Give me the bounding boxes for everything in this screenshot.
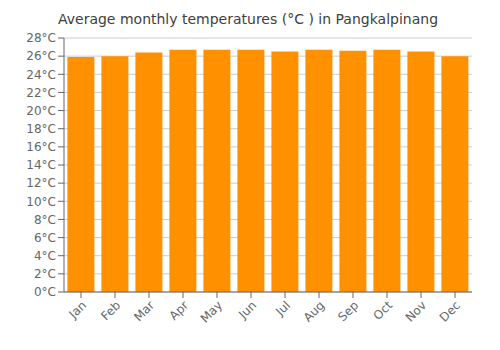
- svg-text:18°C: 18°C: [26, 122, 56, 136]
- svg-text:Jun: Jun: [235, 298, 259, 322]
- svg-text:4°C: 4°C: [34, 249, 56, 263]
- svg-text:Jul: Jul: [272, 298, 293, 319]
- svg-text:Jan: Jan: [65, 298, 89, 322]
- svg-text:26°C: 26°C: [26, 49, 56, 63]
- svg-text:16°C: 16°C: [26, 140, 56, 154]
- svg-text:28°C: 28°C: [26, 31, 56, 45]
- svg-text:8°C: 8°C: [34, 213, 56, 227]
- svg-text:Aug: Aug: [301, 298, 327, 324]
- svg-text:Nov: Nov: [403, 298, 429, 324]
- svg-text:2°C: 2°C: [34, 267, 56, 281]
- html-text:Average monthly temperatures (: Average monthly temperatures (°C ) in Pa…: [58, 11, 438, 27]
- svg-text:Dec: Dec: [437, 298, 463, 324]
- svg-text:Sep: Sep: [335, 298, 361, 324]
- svg-text:10°C: 10°C: [26, 195, 56, 209]
- svg-text:May: May: [198, 298, 225, 325]
- svg-text:22°C: 22°C: [26, 86, 56, 100]
- svg-text:Feb: Feb: [98, 298, 123, 323]
- svg-text:Mar: Mar: [131, 298, 157, 324]
- svg-text:Oct: Oct: [371, 298, 396, 323]
- svg-text:Apr: Apr: [167, 298, 192, 323]
- svg-text:12°C: 12°C: [26, 176, 56, 190]
- svg-text:6°C: 6°C: [34, 231, 56, 245]
- svg-text:14°C: 14°C: [26, 158, 56, 172]
- svg-text:20°C: 20°C: [26, 104, 56, 118]
- svg-text:0°C: 0°C: [34, 285, 56, 299]
- svg-text:24°C: 24°C: [26, 68, 56, 82]
